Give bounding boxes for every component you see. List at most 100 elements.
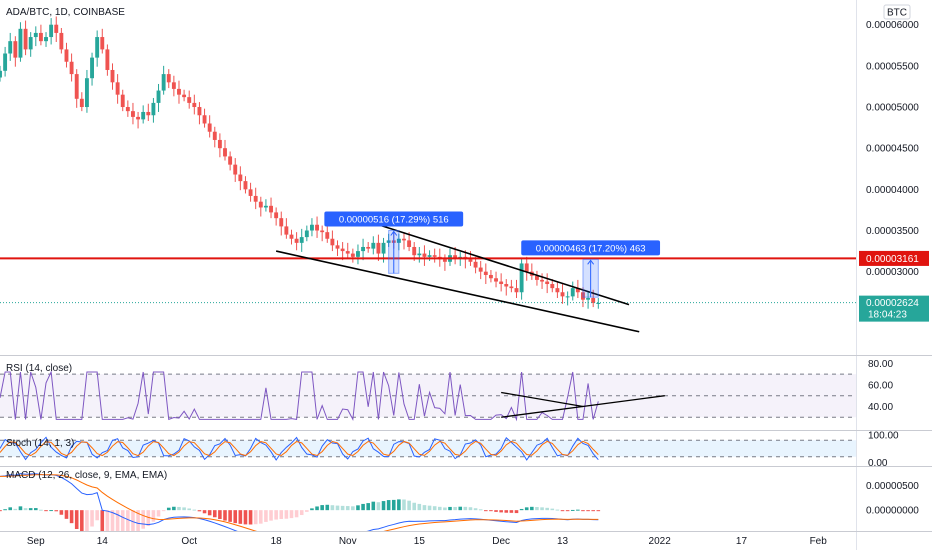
macd-hist-bar bbox=[391, 499, 396, 511]
candle bbox=[44, 32, 48, 47]
macd-hist-bar bbox=[509, 510, 514, 513]
candle bbox=[555, 281, 560, 299]
macd-hist-bar bbox=[545, 507, 549, 511]
candle bbox=[69, 53, 74, 82]
candle bbox=[494, 271, 498, 288]
candle bbox=[289, 229, 294, 245]
time-label: 18 bbox=[271, 536, 283, 547]
price-range-1[interactable]: 0.00000516 (17.29%) 516 bbox=[324, 211, 464, 274]
macd-hist-bar bbox=[351, 506, 355, 511]
macd-hist-bar bbox=[223, 510, 227, 521]
macd-hist-bar bbox=[397, 499, 401, 511]
macd-hist-bar bbox=[212, 510, 217, 518]
macd-hist-bar bbox=[141, 510, 145, 529]
candle bbox=[350, 248, 355, 263]
candle bbox=[125, 100, 130, 117]
macd-hist-bar bbox=[427, 505, 432, 511]
macd-hist-bar bbox=[166, 507, 171, 511]
candle bbox=[509, 279, 514, 293]
rsi-triangle-trendlines[interactable] bbox=[501, 391, 665, 418]
candle bbox=[0, 65, 2, 82]
macd-tick: 0.00000500 bbox=[866, 481, 919, 492]
macd-hist-bar bbox=[402, 499, 406, 511]
time-label: Oct bbox=[181, 536, 197, 547]
candle bbox=[177, 80, 181, 104]
symbol-title: ADA/BTC, 1D, COINBASE bbox=[6, 7, 125, 18]
candle bbox=[417, 246, 422, 263]
candle bbox=[596, 298, 601, 309]
candle bbox=[171, 75, 176, 97]
rsi-trendline-2[interactable] bbox=[501, 395, 665, 418]
macd-hist-bar bbox=[115, 510, 120, 531]
candle bbox=[166, 69, 171, 89]
macd-hist-bar bbox=[18, 506, 23, 511]
candle bbox=[483, 263, 488, 285]
price-range-2[interactable]: 0.00000463 (17.20%) 463 bbox=[521, 240, 661, 298]
trendline-2[interactable] bbox=[378, 223, 630, 306]
price-axis[interactable]: BTC 0.000060000.000055000.000050000.0000… bbox=[859, 4, 929, 517]
currency-badge[interactable]: BTC bbox=[887, 8, 907, 19]
rsi-trendline-1[interactable] bbox=[501, 391, 584, 408]
price-range-measurements[interactable]: 0.00000516 (17.29%) 516 0.00000463 (17.20… bbox=[324, 211, 661, 298]
macd-hist-bar bbox=[361, 503, 365, 511]
time-label: 14 bbox=[97, 536, 109, 547]
macd-hist-bar bbox=[478, 509, 483, 511]
macd-hist-bar bbox=[192, 509, 197, 511]
macd-hist-bar bbox=[596, 510, 601, 512]
time-label: 2022 bbox=[649, 536, 672, 547]
macd-tick: 0.00000000 bbox=[866, 506, 919, 517]
measure-label: 0.00000516 (17.29%) 516 bbox=[339, 215, 449, 226]
macd-hist-bar bbox=[494, 510, 498, 512]
price-tick: 0.00005500 bbox=[866, 61, 919, 72]
macd-hist-bar bbox=[473, 508, 478, 511]
candle bbox=[146, 103, 151, 122]
candle bbox=[269, 197, 273, 219]
candle bbox=[432, 248, 437, 263]
trendline-1[interactable] bbox=[275, 250, 640, 333]
candle bbox=[202, 108, 207, 128]
candle bbox=[545, 273, 550, 294]
price-pane[interactable]: 0.00000516 (17.29%) 516 0.00000463 (17.20… bbox=[0, 7, 856, 333]
candle bbox=[223, 139, 227, 161]
macd-hist-bar bbox=[555, 509, 560, 511]
macd-pane[interactable]: MACD (12, 26, close, 9, EMA, EMA) bbox=[0, 470, 601, 549]
candle bbox=[315, 216, 319, 238]
macd-hist-bar bbox=[356, 505, 360, 511]
time-label: 15 bbox=[414, 536, 426, 547]
candle bbox=[110, 63, 115, 90]
rsi-title: RSI (14, close) bbox=[6, 363, 72, 374]
time-axis[interactable]: Sep 14 Oct 18 Nov 15 Dec 13 2022 17 Feb bbox=[27, 536, 827, 547]
candle bbox=[320, 225, 325, 242]
candle bbox=[64, 42, 69, 68]
candle bbox=[8, 32, 13, 61]
wedge-trendlines[interactable] bbox=[275, 223, 640, 333]
macd-hist-bar bbox=[284, 510, 289, 519]
stoch-tick-labels: 100.00 0.00 bbox=[868, 430, 899, 469]
last-price-label: 0.00002624 18:04:23 bbox=[859, 295, 929, 322]
currency-badge-box[interactable] bbox=[883, 4, 911, 20]
macd-hist-bar bbox=[581, 510, 585, 512]
macd-hist-bar bbox=[202, 510, 207, 514]
macd-hist-bar bbox=[264, 510, 268, 522]
macd-hist-bar bbox=[289, 510, 294, 519]
macd-hist-bar bbox=[0, 510, 2, 512]
rsi-tick-labels: 80.00 60.00 40.00 bbox=[868, 359, 893, 413]
macd-hist-bar bbox=[218, 510, 222, 520]
candle bbox=[309, 218, 314, 237]
candle bbox=[550, 279, 555, 293]
price-tick: 0.00006000 bbox=[866, 20, 919, 31]
stoch-pane[interactable]: Stoch (14, 1, 3) bbox=[0, 436, 856, 461]
macd-hist-bar bbox=[458, 506, 463, 511]
candle bbox=[294, 232, 299, 251]
macd-hist-bar bbox=[126, 510, 130, 531]
rsi-tick: 60.00 bbox=[868, 380, 893, 391]
rsi-pane[interactable]: RSI (14, close) bbox=[0, 363, 856, 422]
candle bbox=[284, 218, 289, 239]
macd-hist-bar bbox=[386, 500, 391, 511]
price-tick: 0.00003500 bbox=[866, 226, 919, 237]
measure-label: 0.00000463 (17.20%) 463 bbox=[536, 243, 646, 254]
candle bbox=[263, 199, 268, 212]
macd-hist-bar bbox=[381, 501, 386, 511]
candle bbox=[340, 242, 345, 261]
